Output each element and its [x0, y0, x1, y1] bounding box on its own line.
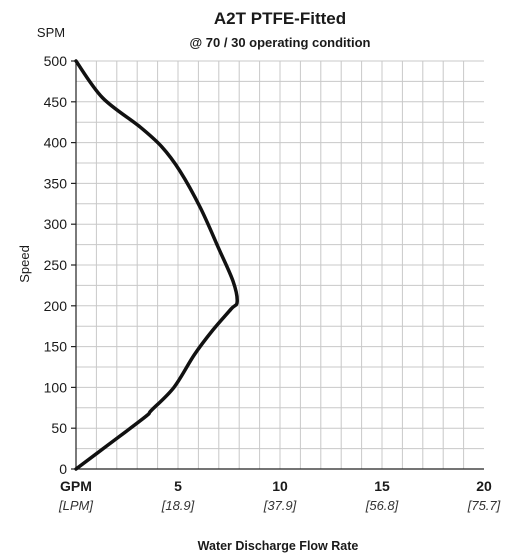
y-tick-label: 150 — [44, 339, 68, 355]
y-tick-label: 200 — [44, 298, 68, 314]
y-tick-label: 450 — [44, 94, 68, 110]
x-tick-label: 15 — [374, 478, 390, 494]
y-tick-label: 350 — [44, 175, 68, 191]
chart-subtitle: @ 70 / 30 operating condition — [190, 35, 371, 50]
x-unit-secondary: [LPM] — [58, 498, 93, 513]
y-tick-label: 0 — [59, 461, 67, 477]
y-tick-label: 250 — [44, 257, 68, 273]
y-tick-label: 300 — [44, 216, 68, 232]
grid-lines — [76, 60, 484, 469]
y-axis-label: Speed — [17, 245, 32, 283]
x-tick-label-secondary: [18.9] — [161, 498, 195, 513]
chart-title: A2T PTFE-Fitted — [214, 9, 346, 28]
x-tick-label-secondary: [56.8] — [365, 498, 399, 513]
x-tick-label-secondary: [37.9] — [263, 498, 297, 513]
x-unit-primary: GPM — [60, 478, 92, 494]
y-unit-label: SPM — [37, 25, 65, 40]
series-line — [74, 59, 239, 471]
y-tick-label: 100 — [44, 379, 68, 395]
series-group — [74, 59, 239, 471]
y-tick-label: 50 — [51, 420, 67, 436]
x-tick-label: 20 — [476, 478, 492, 494]
y-tick-label: 400 — [44, 135, 68, 151]
y-tick-labels: 0 50 100 150 200 250 300 350 400 450 500 — [44, 53, 68, 477]
x-axis-label: Water Discharge Flow Rate — [198, 539, 359, 553]
axes — [71, 60, 484, 470]
x-tick-label-secondary: [75.7] — [467, 498, 501, 513]
x-tick-label: 10 — [272, 478, 288, 494]
x-tick-label: 5 — [174, 478, 182, 494]
y-tick-label: 500 — [44, 53, 68, 69]
x-tick-labels: GPM [LPM] 5 [18.9] 10 [37.9] 15 [56.8] 20 [75.7… — [58, 478, 501, 513]
